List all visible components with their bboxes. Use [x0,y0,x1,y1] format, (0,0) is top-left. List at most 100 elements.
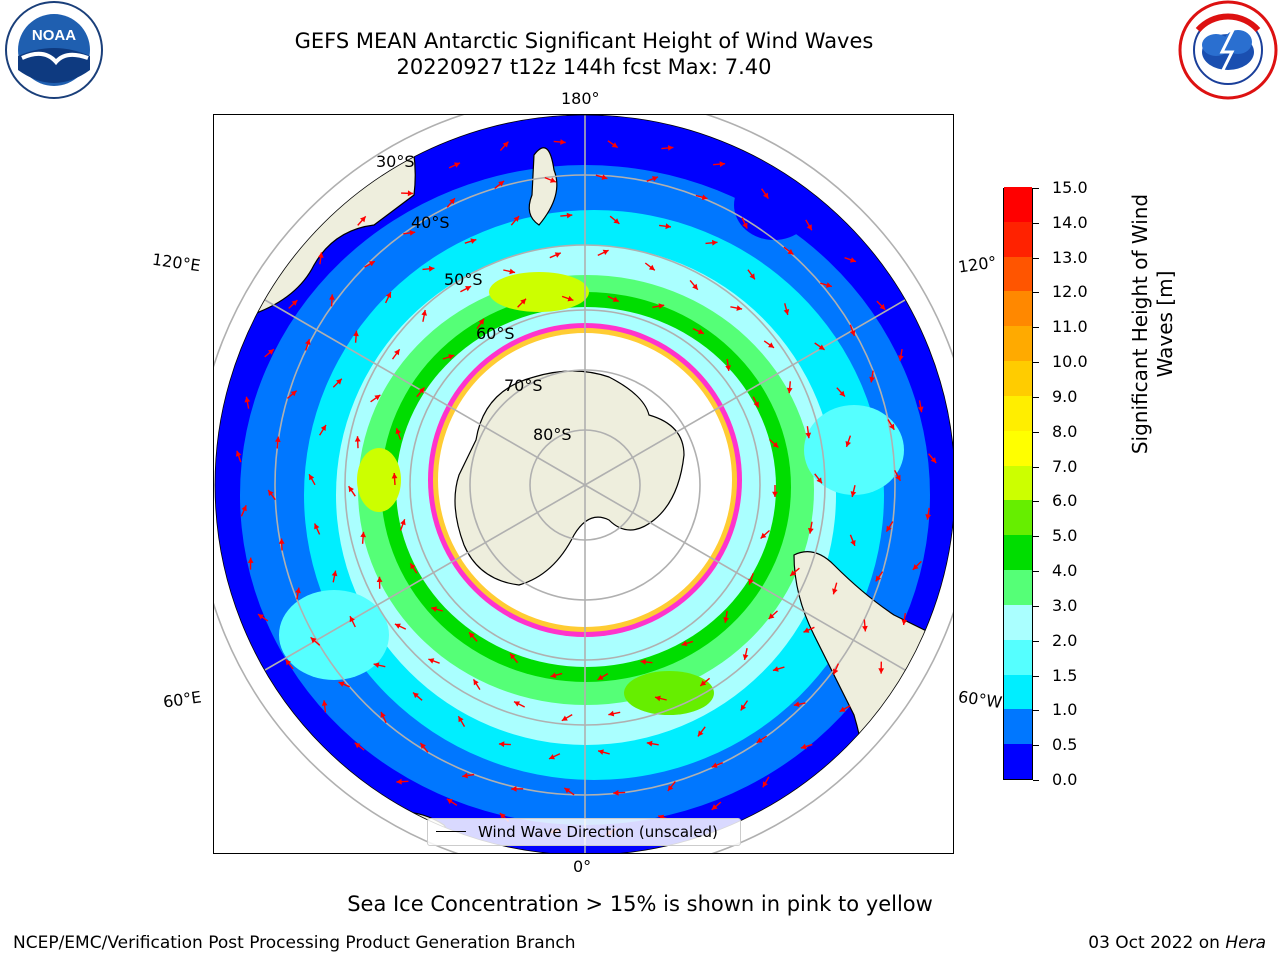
wave-direction-arrowhead [560,139,566,145]
wave-direction-arrowhead [314,523,320,530]
wave-direction-arrowhead [613,789,619,796]
wave-direction-arrowhead [850,540,856,546]
wave-direction-arrowhead [329,294,335,300]
colorbar-tick-label: 9.0 [1052,386,1078,406]
colorbar-tick-mark [1033,710,1039,712]
noaa-logo-text: NOAA [32,27,76,44]
wave-direction-arrowhead [597,674,604,680]
colorbar-tick-label: 1.0 [1052,700,1078,720]
colorbar-segment [1004,534,1032,571]
wave-direction-arrowhead [762,781,768,788]
wave-direction-arrowhead [723,617,729,623]
wave-direction-arrowhead [808,527,814,534]
colorbar-tick-mark [1033,501,1039,503]
wave-direction-arrowhead [410,563,416,570]
colorbar-segment [1004,325,1032,362]
colorbar-tick-mark [1033,745,1039,747]
wave-direction-arrowhead [513,216,519,222]
wave-direction-arrowhead [772,666,779,672]
wave-direction-arrowhead [665,223,671,230]
graticule [214,115,953,853]
colorbar-segment [1004,221,1032,257]
wave-direction-arrowhead [394,623,401,629]
wave-direction-arrowhead [420,743,426,749]
wave-direction-arrowhead [374,394,381,401]
wave-direction-arrowhead [742,222,748,229]
wave-direction-arrowhead [385,292,392,299]
wave-direction-arrowhead [360,531,366,538]
colorbar-segment [1004,639,1032,675]
wave-direction-arrowhead [470,238,477,244]
colorbar-tick-label: 1.5 [1052,665,1078,685]
wave-direction-arrowhead [320,425,326,431]
wave-direction-arrowhead [462,772,468,779]
wave-direction-arrowhead [349,616,355,623]
credit-line: NCEP/EMC/Verification Post Processing Pr… [13,933,576,953]
wave-direction-arrowhead [321,700,328,706]
map-panel: 30°S 40°S 50°S 60°S 70°S 80°S [213,114,954,854]
wave-direction-arrowhead [247,557,254,563]
wave-direction-arrowhead [418,387,425,394]
wave-direction-arrowhead [832,588,838,595]
wave-direction-arrowhead [421,310,427,316]
wave-direction-arrowhead [912,564,919,570]
wave-direction-arrowhead [763,192,769,199]
wave-direction-arrowhead [697,328,704,334]
wave-direction-arrowhead [862,625,868,632]
wave-direction-arrowhead [305,339,311,345]
wave-direction-arrowhead [667,145,674,151]
wave-direction-arrowhead [509,268,516,275]
colorbar-segment [1004,360,1032,396]
wave-direction-arrowhead [611,142,618,148]
wave-direction-arrowhead [275,436,281,443]
wave-direction-arrowhead [742,654,749,660]
colorbar-tick-label: 13.0 [1052,247,1088,267]
colorbar-segment [1004,743,1032,779]
wave-direction-arrowhead [601,174,608,180]
colorbar-segment [1004,465,1032,501]
colorbar-label-line2: Waves [m] [1153,270,1177,378]
wave-direction-arrowhead [658,303,665,309]
machine-name: Hera [1225,933,1266,953]
wave-direction-arrowhead [428,265,435,272]
wave-direction-arrowhead [520,298,526,305]
wave-direction-arrowhead [380,711,386,718]
wave-direction-arrowhead [309,474,315,481]
wave-direction-arrowhead [448,354,455,360]
colorbar-label-line1: Significant Height of Wind [1128,193,1152,455]
wave-direction-arrowhead [395,428,401,435]
wave-direction-arrowhead [818,344,825,350]
wave-direction-arrowhead [290,390,297,397]
colorbar-label: Significant Height of Wind Waves [m] [1128,164,1178,484]
wave-direction-arrowhead [826,282,832,288]
new-zealand-land [528,147,558,226]
wave-direction-arrowhead [498,741,505,748]
colorbar-tick-mark [1033,292,1039,294]
wave-direction-arrowhead [295,587,301,594]
colorbar-segment [1004,674,1032,710]
wave-direction-arrowhead [806,224,812,231]
lat-label-70s: 70°S [504,376,543,395]
wave-direction-arrowhead [564,787,571,794]
wave-direction-arrowhead [318,252,324,258]
wave-direction-arrowhead [648,264,655,271]
wave-direction-arrowhead [561,715,568,721]
colorbar-tick-label: 10.0 [1052,352,1088,372]
wave-direction-arrowhead [360,216,366,223]
wave-direction-arrowhead [400,519,406,526]
wave-direction-arrowhead [681,640,688,647]
wave-direction-arrowhead [646,740,653,747]
wave-direction-arrowhead [499,813,506,819]
wave-direction-arrowhead [756,737,763,743]
wave-direction-arrowhead [354,742,361,749]
wave-direction-arrowhead [510,653,516,660]
wave-direction-arrowhead [550,177,556,183]
wave-direction-arrowhead [753,401,759,408]
lat-label-60s: 60°S [476,324,515,343]
lat-label-30s: 30°S [376,152,415,171]
wave-direction-arrowhead [244,396,251,403]
colorbar-tick-mark [1033,257,1039,259]
wave-direction-arrowhead [749,273,755,280]
wave-direction-arrowhead [787,249,794,255]
wave-direction-arrowhead [241,505,247,512]
